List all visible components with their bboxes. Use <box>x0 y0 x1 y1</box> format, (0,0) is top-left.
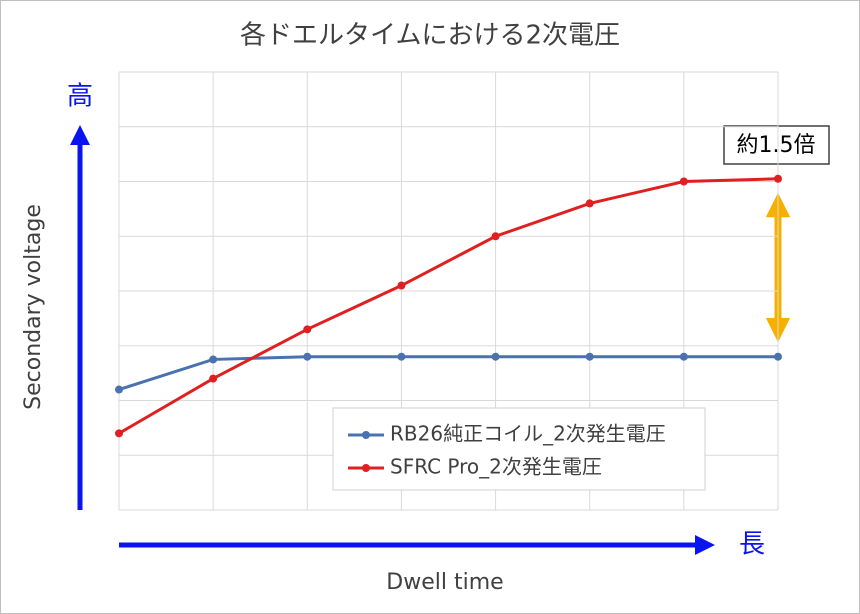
data-point <box>491 352 500 361</box>
data-point <box>679 352 688 361</box>
legend <box>332 407 706 491</box>
data-point <box>303 352 312 361</box>
data-point <box>774 352 782 361</box>
x-axis-label: Dwell time <box>386 570 503 595</box>
legend-label: SFRC Pro_2次発生電圧 <box>390 455 602 479</box>
series-line <box>118 355 778 391</box>
data-point <box>397 281 406 290</box>
data-point <box>585 352 594 361</box>
legend-items: RB26純正コイル_2次発生電圧 SFRC Pro_2次発生電圧 <box>348 422 666 479</box>
data-point <box>585 199 594 208</box>
x-long-label: 長 <box>739 530 765 560</box>
data-point <box>115 429 123 438</box>
annotation-box <box>723 125 830 165</box>
series-line <box>118 177 779 435</box>
legend-label: RB26純正コイル_2次発生電圧 <box>390 422 666 446</box>
chart-title: 各ドエルタイムにおける2次電圧 <box>240 21 620 51</box>
legend-marker <box>362 431 370 439</box>
data-point <box>397 352 406 361</box>
data-point <box>303 325 312 334</box>
y-high-label: 高 <box>67 82 93 112</box>
data-point <box>209 355 218 364</box>
data-point <box>679 177 688 186</box>
data-point <box>774 174 782 183</box>
legend-marker <box>362 464 370 472</box>
plot <box>115 174 782 438</box>
annotation: 約1.5倍 <box>737 133 816 158</box>
data-point <box>209 374 218 383</box>
data-point <box>115 385 123 394</box>
data-point <box>491 232 500 241</box>
y-axis-label: Secondary voltage <box>21 204 46 410</box>
grid <box>118 71 779 511</box>
